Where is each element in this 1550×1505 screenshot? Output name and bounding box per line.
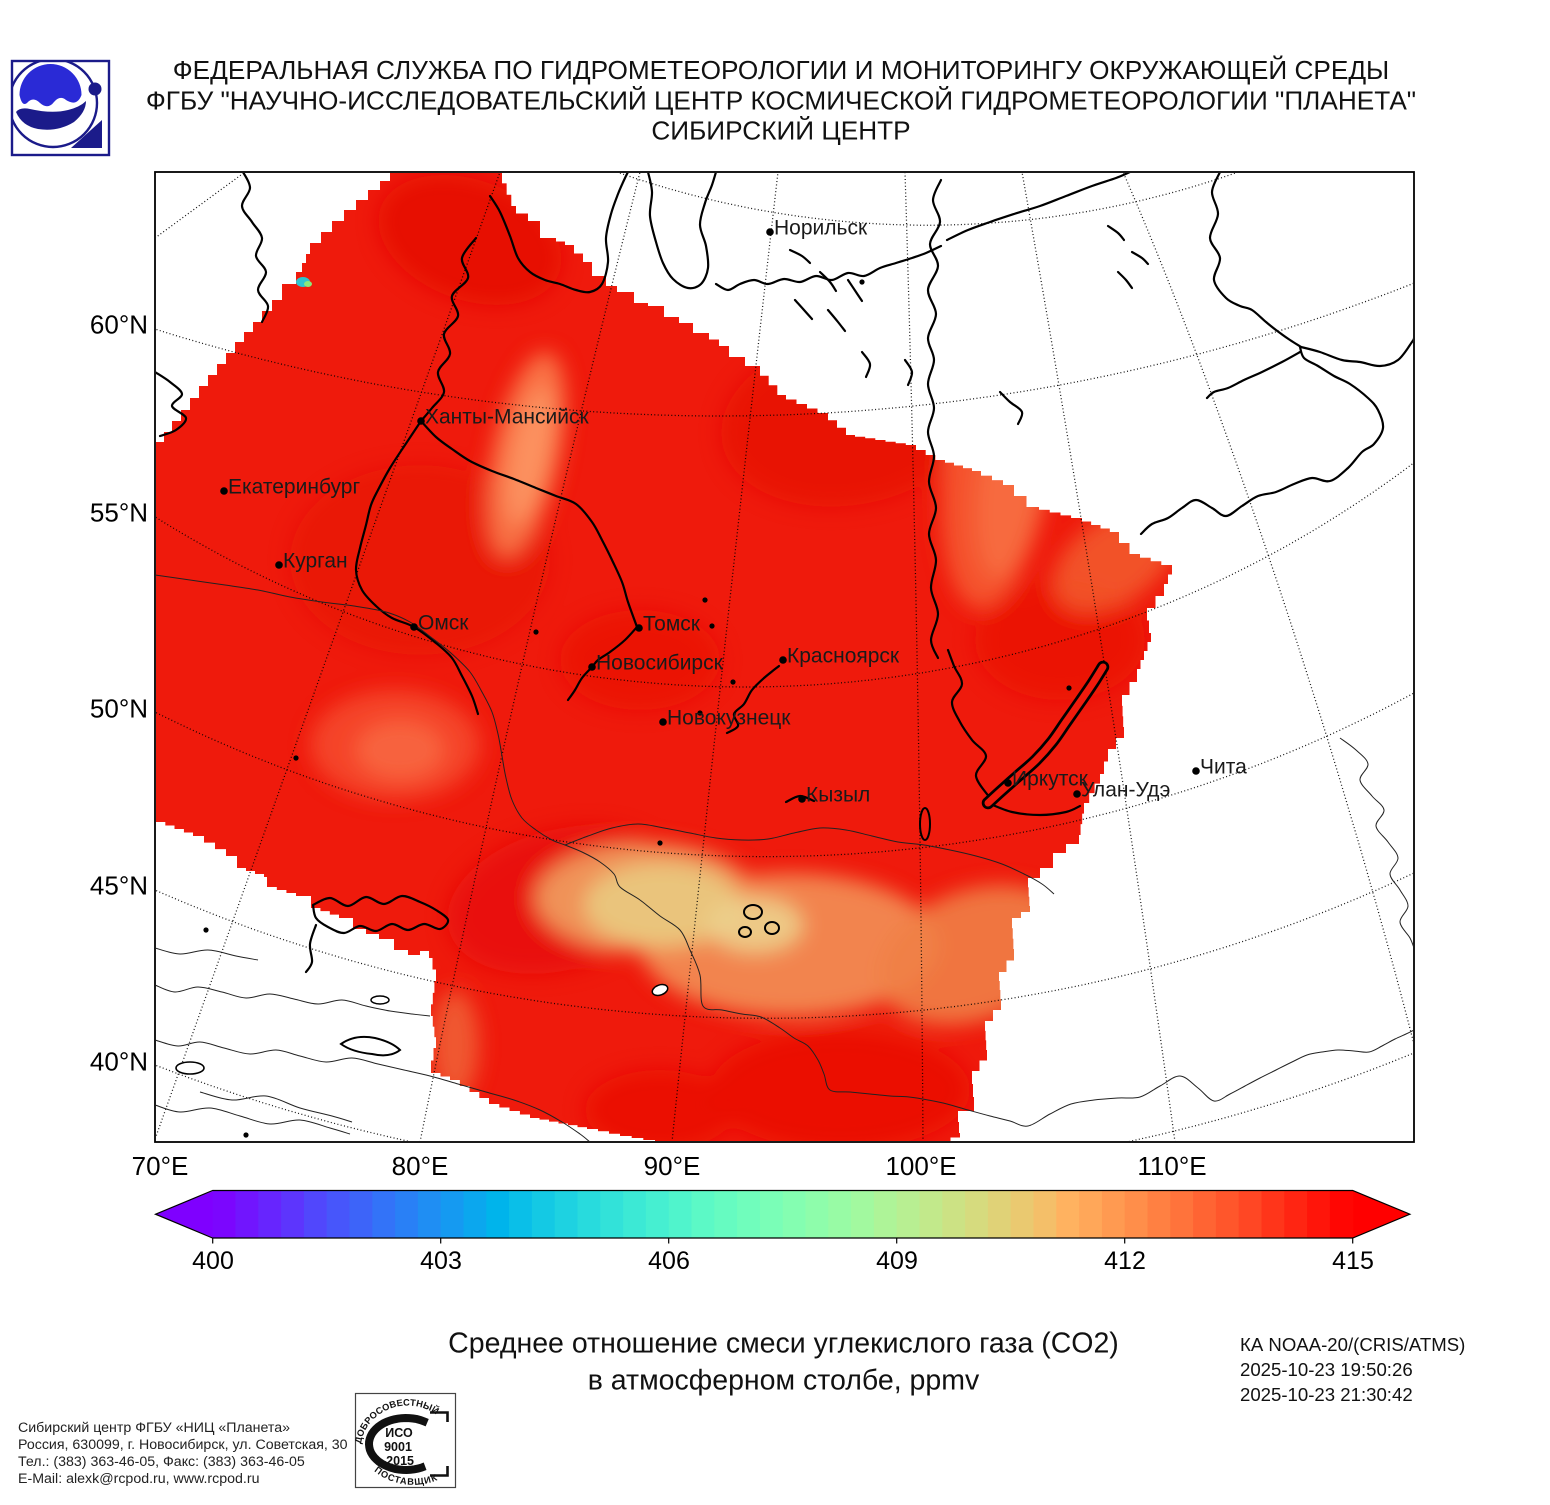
svg-text:400: 400 bbox=[192, 1247, 234, 1275]
svg-text:406: 406 bbox=[648, 1247, 690, 1275]
svg-text:Томск: Томск bbox=[643, 613, 701, 636]
svg-text:40°N: 40°N bbox=[90, 1047, 148, 1077]
svg-text:ИСО: ИСО bbox=[385, 1426, 413, 1440]
svg-text:КА NOAA-20/(CRIS/ATMS): КА NOAA-20/(CRIS/ATMS) bbox=[1240, 1334, 1465, 1355]
svg-text:в атмосферном столбе, ppmv: в атмосферном столбе, ppmv bbox=[588, 1365, 980, 1397]
svg-text:ФГБУ "НАУЧНО-ИССЛЕДОВАТЕЛЬСКИЙ: ФГБУ "НАУЧНО-ИССЛЕДОВАТЕЛЬСКИЙ ЦЕНТР КОС… bbox=[146, 86, 1416, 116]
svg-text:50°N: 50°N bbox=[90, 694, 148, 724]
svg-text:2025-10-23 19:50:26: 2025-10-23 19:50:26 bbox=[1240, 1359, 1413, 1380]
svg-text:Красноярск: Красноярск bbox=[787, 645, 900, 668]
svg-text:110°E: 110°E bbox=[1137, 1151, 1206, 1181]
svg-text:Иркутск: Иркутск bbox=[1012, 768, 1089, 791]
svg-text:Тел.: (383) 363-46-05, Факс: (: Тел.: (383) 363-46-05, Факс: (383) 363-4… bbox=[18, 1454, 305, 1470]
svg-text:ФЕДЕРАЛЬНАЯ СЛУЖБА ПО ГИДРОМЕТ: ФЕДЕРАЛЬНАЯ СЛУЖБА ПО ГИДРОМЕТЕОРОЛОГИИ … bbox=[173, 55, 1390, 85]
svg-text:Курган: Курган bbox=[283, 550, 348, 573]
svg-text:409: 409 bbox=[876, 1247, 918, 1275]
svg-text:80°E: 80°E bbox=[392, 1151, 449, 1181]
svg-text:Сибирский центр ФГБУ «НИЦ «Пла: Сибирский центр ФГБУ «НИЦ «Планета» bbox=[18, 1420, 290, 1436]
svg-text:СИБИРСКИЙ ЦЕНТР: СИБИРСКИЙ ЦЕНТР bbox=[651, 116, 910, 146]
svg-text:70°E: 70°E bbox=[132, 1151, 189, 1181]
svg-text:E-Mail: alexk@rcpod.ru, www.rc: E-Mail: alexk@rcpod.ru, www.rcpod.ru bbox=[18, 1471, 259, 1487]
svg-text:9001: 9001 bbox=[384, 1440, 412, 1454]
svg-text:-2015: -2015 bbox=[382, 1454, 414, 1468]
svg-text:Улан-Удэ: Улан-Удэ bbox=[1081, 779, 1170, 802]
svg-text:412: 412 bbox=[1104, 1247, 1146, 1275]
svg-text:Среднее отношение смеси углеки: Среднее отношение смеси углекислого газа… bbox=[448, 1328, 1119, 1360]
svg-text:45°N: 45°N bbox=[90, 871, 148, 901]
svg-text:Новосибирск: Новосибирск bbox=[596, 652, 724, 675]
svg-text:Новокузнецк: Новокузнецк bbox=[667, 707, 791, 730]
svg-text:Ханты-Мансийск: Ханты-Мансийск bbox=[425, 406, 589, 429]
svg-text:Омск: Омск bbox=[418, 612, 469, 635]
svg-text:2025-10-23 21:30:42: 2025-10-23 21:30:42 bbox=[1240, 1384, 1413, 1405]
svg-text:Екатеринбург: Екатеринбург bbox=[228, 476, 360, 499]
svg-text:415: 415 bbox=[1332, 1247, 1374, 1275]
svg-text:60°N: 60°N bbox=[90, 310, 148, 340]
svg-text:55°N: 55°N bbox=[90, 498, 148, 528]
svg-text:Россия, 630099, г. Новосибирск: Россия, 630099, г. Новосибирск, ул. Сове… bbox=[18, 1437, 348, 1453]
svg-text:Кызыл: Кызыл bbox=[806, 784, 870, 807]
svg-text:100°E: 100°E bbox=[885, 1151, 956, 1181]
svg-text:Чита: Чита bbox=[1200, 756, 1247, 779]
svg-text:Норильск: Норильск bbox=[774, 217, 868, 240]
svg-text:90°E: 90°E bbox=[644, 1151, 701, 1181]
svg-text:403: 403 bbox=[420, 1247, 462, 1275]
